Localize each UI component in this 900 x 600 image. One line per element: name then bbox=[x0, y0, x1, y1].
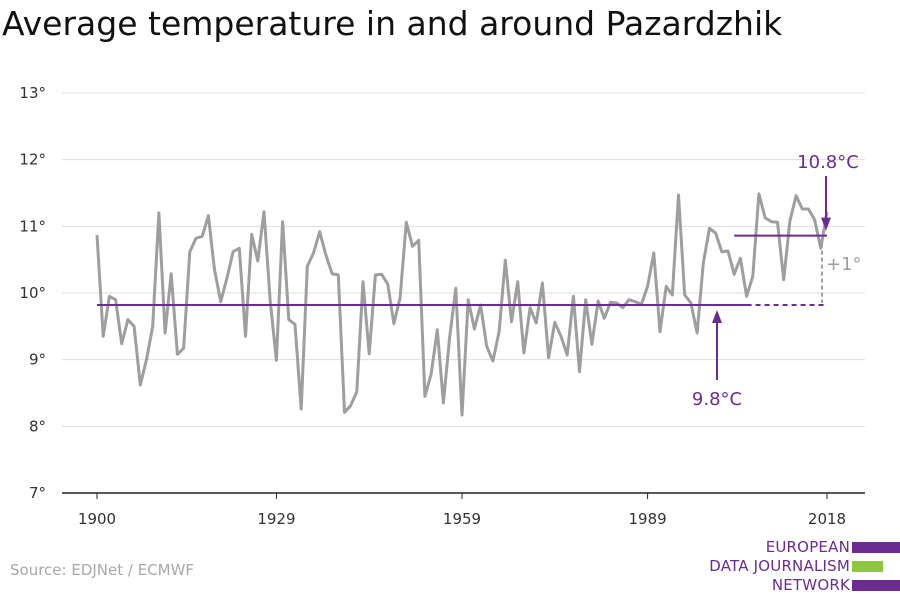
x-tick-label: 2018 bbox=[808, 510, 846, 528]
edjnet-logo: EUROPEAN DATA JOURNALISM NETWORK bbox=[700, 538, 900, 598]
x-tick-label: 1959 bbox=[443, 510, 481, 528]
y-tick-label: 7° bbox=[29, 484, 46, 502]
x-tick-label: 1989 bbox=[628, 510, 666, 528]
baseline-arrow-head bbox=[712, 310, 722, 323]
logo-line-2: DATA JOURNALISM bbox=[709, 557, 850, 575]
chart-title: Average temperature in and around Pazard… bbox=[2, 4, 783, 43]
logo-wordmark: EUROPEAN DATA JOURNALISM NETWORK bbox=[709, 538, 850, 595]
logo-bar-purple-bottom bbox=[852, 580, 900, 591]
x-axis-labels: 1900 1929 1959 1989 2018 bbox=[78, 510, 846, 528]
source-credit: Source: EDJNet / ECMWF bbox=[10, 561, 195, 579]
temperature-chart: 7°8°9°10°11°12°13° 1900 1929 1959 1989 2018 … bbox=[19, 84, 865, 528]
logo-line-1: EUROPEAN bbox=[765, 538, 850, 556]
y-tick-label: 10° bbox=[19, 284, 46, 302]
difference-label: +1° bbox=[826, 254, 862, 275]
recent-average-label: 10.8°C bbox=[797, 152, 859, 173]
x-axis-ticks bbox=[96, 493, 828, 499]
baseline-label: 9.8°C bbox=[692, 389, 742, 410]
y-tick-label: 13° bbox=[19, 84, 46, 102]
logo-line-3: NETWORK bbox=[771, 576, 850, 594]
y-axis-labels: 7° 8° 9° 10° 11° 12° 13° bbox=[19, 84, 46, 502]
temperature-series-line bbox=[95, 192, 829, 417]
y-tick-label: 12° bbox=[19, 151, 46, 169]
x-tick-label: 1900 bbox=[78, 510, 116, 528]
recent-arrow-head bbox=[821, 217, 831, 231]
logo-bar-green bbox=[852, 561, 883, 572]
x-tick-label: 1929 bbox=[257, 510, 295, 528]
y-tick-label: 9° bbox=[29, 351, 46, 369]
logo-bar-purple-top bbox=[852, 542, 900, 553]
y-tick-label: 8° bbox=[29, 417, 46, 435]
y-tick-label: 11° bbox=[19, 217, 46, 235]
